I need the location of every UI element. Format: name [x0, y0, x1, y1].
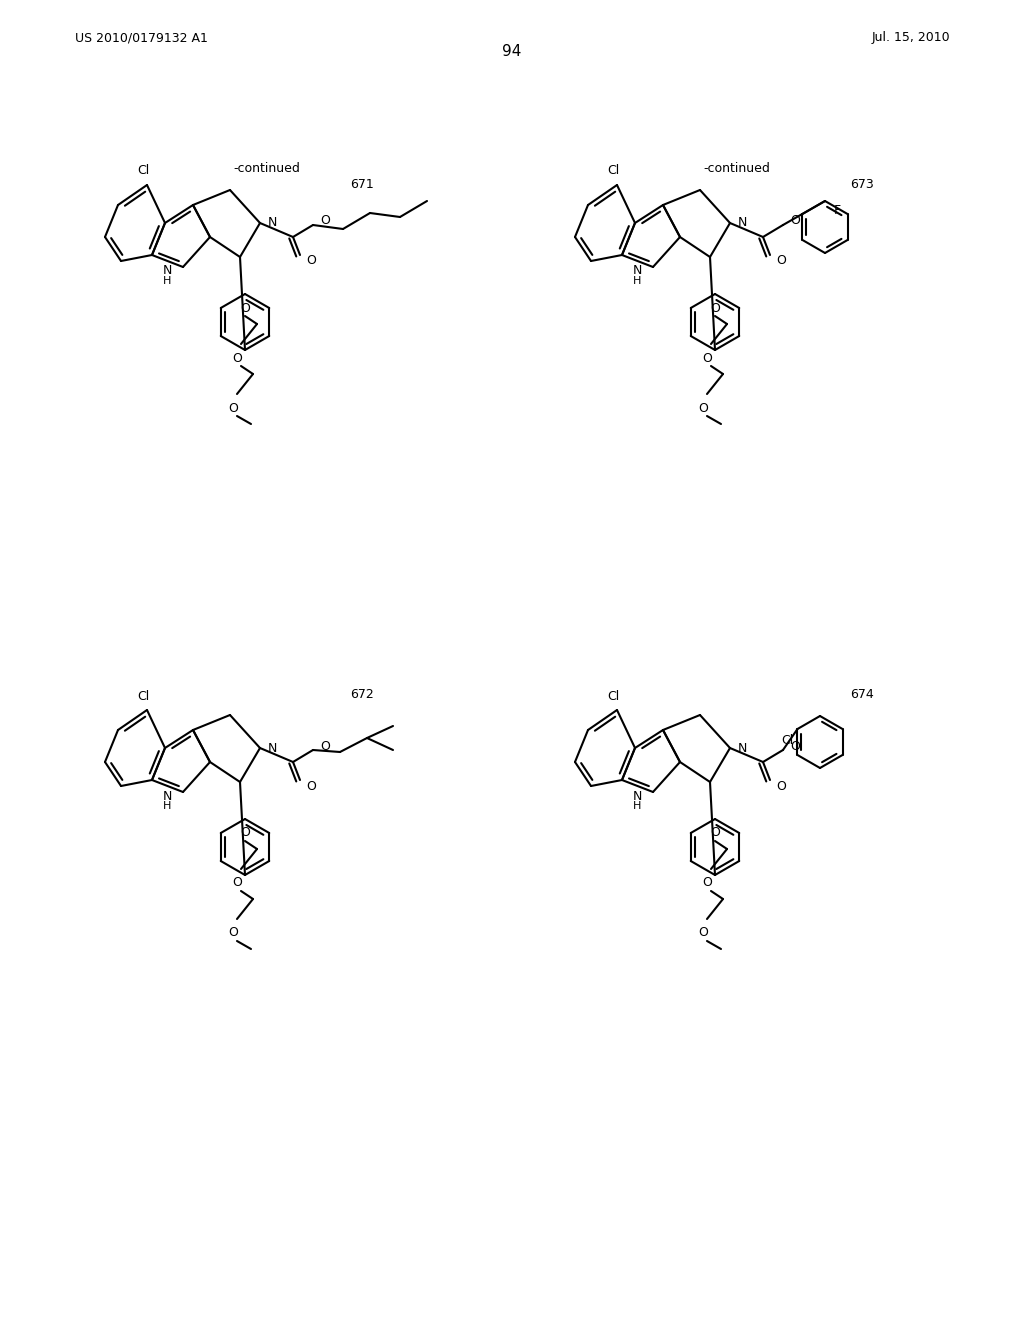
- Text: Cl: Cl: [607, 165, 620, 177]
- Text: O: O: [790, 739, 800, 752]
- Text: Cl: Cl: [137, 165, 150, 177]
- Text: Jul. 15, 2010: Jul. 15, 2010: [871, 32, 950, 45]
- Text: N: N: [738, 742, 748, 755]
- Text: O: O: [702, 876, 712, 890]
- Text: N: N: [738, 216, 748, 230]
- Text: O: O: [698, 927, 708, 940]
- Text: 94: 94: [503, 45, 521, 59]
- Text: O: O: [698, 401, 708, 414]
- Text: N: N: [268, 216, 278, 230]
- Text: O: O: [228, 401, 238, 414]
- Text: N: N: [163, 264, 172, 277]
- Text: F: F: [834, 205, 841, 218]
- Text: H: H: [163, 801, 171, 810]
- Text: Cl: Cl: [607, 689, 620, 702]
- Text: 674: 674: [850, 688, 874, 701]
- Text: N: N: [268, 742, 278, 755]
- Text: O: O: [232, 876, 242, 890]
- Text: Cl: Cl: [781, 734, 794, 747]
- Text: O: O: [776, 255, 785, 268]
- Text: -continued: -continued: [703, 161, 770, 174]
- Text: N: N: [163, 789, 172, 803]
- Text: O: O: [776, 780, 785, 792]
- Text: 672: 672: [350, 688, 374, 701]
- Text: N: N: [632, 264, 642, 277]
- Text: O: O: [306, 780, 315, 792]
- Text: -continued: -continued: [233, 161, 300, 174]
- Text: H: H: [633, 276, 641, 286]
- Text: O: O: [710, 826, 720, 840]
- Text: Cl: Cl: [137, 689, 150, 702]
- Text: O: O: [228, 927, 238, 940]
- Text: O: O: [232, 351, 242, 364]
- Text: O: O: [319, 739, 330, 752]
- Text: O: O: [710, 301, 720, 314]
- Text: O: O: [240, 826, 250, 840]
- Text: 671: 671: [350, 177, 374, 190]
- Text: O: O: [790, 214, 800, 227]
- Text: O: O: [319, 214, 330, 227]
- Text: O: O: [306, 255, 315, 268]
- Text: H: H: [163, 276, 171, 286]
- Text: US 2010/0179132 A1: US 2010/0179132 A1: [75, 32, 208, 45]
- Text: H: H: [633, 801, 641, 810]
- Text: O: O: [240, 301, 250, 314]
- Text: O: O: [702, 351, 712, 364]
- Text: 673: 673: [850, 177, 874, 190]
- Text: N: N: [632, 789, 642, 803]
